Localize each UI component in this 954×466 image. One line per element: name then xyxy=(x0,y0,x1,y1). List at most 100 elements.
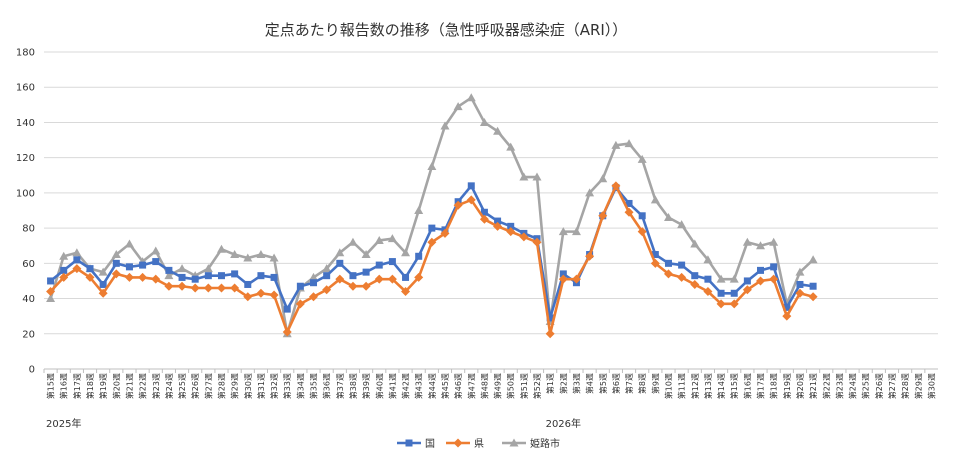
data-point xyxy=(598,174,608,183)
x-tick-label: 第32週 xyxy=(269,373,279,399)
data-point xyxy=(72,248,82,257)
y-tick-label: 60 xyxy=(22,259,35,270)
y-tick-label: 140 xyxy=(16,118,35,129)
x-tick-label: 第18週 xyxy=(85,373,95,399)
data-point xyxy=(124,272,134,282)
data-point xyxy=(59,251,69,260)
x-tick-label: 第14週 xyxy=(716,373,726,399)
data-point xyxy=(742,285,752,295)
x-tick-label: 第28週 xyxy=(900,373,910,399)
x-tick-label: 第5週 xyxy=(598,373,608,394)
y-tick-label: 160 xyxy=(16,83,35,94)
data-point xyxy=(46,287,56,297)
x-tick-label: 第29週 xyxy=(913,373,923,399)
data-point xyxy=(295,299,305,309)
data-point xyxy=(283,305,291,313)
x-tick-label: 第49週 xyxy=(493,373,503,399)
data-point xyxy=(717,289,725,297)
x-tick-label: 第23週 xyxy=(151,373,161,399)
legend: 国 県 姫路市 xyxy=(397,437,560,450)
y-tick-label: 120 xyxy=(16,153,35,164)
data-point xyxy=(309,292,319,302)
x-tick-label: 第24週 xyxy=(164,373,174,399)
data-point xyxy=(231,270,239,278)
data-point xyxy=(704,275,712,283)
data-point xyxy=(796,280,804,288)
legend-marker xyxy=(405,439,413,447)
x-tick-label: 第17週 xyxy=(756,373,766,399)
data-point xyxy=(558,227,568,236)
data-point xyxy=(111,269,121,279)
data-point xyxy=(703,255,713,264)
x-tick-label: 第16週 xyxy=(742,373,752,399)
data-point xyxy=(808,292,818,302)
x-tick-label: 第19週 xyxy=(98,373,108,399)
data-point xyxy=(349,272,357,280)
y-tick-label: 0 xyxy=(29,365,35,376)
legend-label: 姫路市 xyxy=(530,437,560,450)
x-tick-label: 第6週 xyxy=(611,373,621,394)
legend-label: 国 xyxy=(425,438,435,450)
data-point xyxy=(742,237,752,246)
data-point xyxy=(440,121,450,130)
data-point xyxy=(164,271,174,280)
data-point xyxy=(243,292,253,302)
data-point xyxy=(361,281,371,291)
data-point xyxy=(650,258,660,268)
data-point xyxy=(546,314,554,322)
data-point xyxy=(125,263,133,271)
y-tick-label: 80 xyxy=(22,224,35,235)
x-tick-label: 第29週 xyxy=(230,373,240,399)
data-point xyxy=(559,270,567,278)
x-tick-label: 第2週 xyxy=(558,373,568,394)
data-point xyxy=(296,282,304,290)
data-point xyxy=(440,228,450,238)
data-point xyxy=(85,272,95,282)
data-point xyxy=(427,237,437,247)
series-2 xyxy=(46,181,818,339)
data-point xyxy=(401,287,411,297)
data-point xyxy=(808,255,818,264)
data-point xyxy=(86,265,94,273)
data-point xyxy=(691,272,699,280)
y-tick-label: 100 xyxy=(16,188,35,199)
data-point xyxy=(335,248,345,257)
x-tick-label: 第21週 xyxy=(124,373,134,399)
x-tick-label: 第27週 xyxy=(203,373,213,399)
data-point xyxy=(244,280,252,288)
data-point xyxy=(663,269,673,279)
data-point xyxy=(545,329,555,339)
data-point xyxy=(519,172,529,181)
data-point xyxy=(203,264,213,273)
chart-title: 定点あたり報告数の推移（急性呼吸器感染症（ARI）） xyxy=(265,21,628,39)
x-tick-label: 第33週 xyxy=(282,373,292,399)
data-point xyxy=(402,273,410,281)
x-tick-label: 第21週 xyxy=(808,373,818,399)
data-point xyxy=(374,274,384,284)
x-tick-label: 第30週 xyxy=(926,373,936,399)
data-point xyxy=(269,253,279,262)
legend-label: 県 xyxy=(474,438,484,450)
data-point xyxy=(730,289,738,297)
data-point xyxy=(387,274,397,284)
year-label: 2025年 xyxy=(46,417,81,430)
x-tick-label: 第30週 xyxy=(243,373,253,399)
legend-marker xyxy=(453,438,463,448)
data-point xyxy=(664,259,672,267)
data-point xyxy=(47,277,55,285)
data-point xyxy=(361,250,371,259)
series-1 xyxy=(47,182,817,322)
data-point xyxy=(322,285,332,295)
data-point xyxy=(415,252,423,260)
data-point xyxy=(190,283,200,293)
y-tick-label: 180 xyxy=(16,48,35,59)
data-point xyxy=(124,239,134,248)
data-point xyxy=(401,248,411,257)
data-point xyxy=(690,239,700,248)
data-point xyxy=(178,273,186,281)
data-point xyxy=(480,208,488,216)
data-point xyxy=(611,181,621,191)
data-point xyxy=(783,303,791,311)
x-tick-label: 第34週 xyxy=(295,373,305,399)
data-point xyxy=(453,102,463,111)
